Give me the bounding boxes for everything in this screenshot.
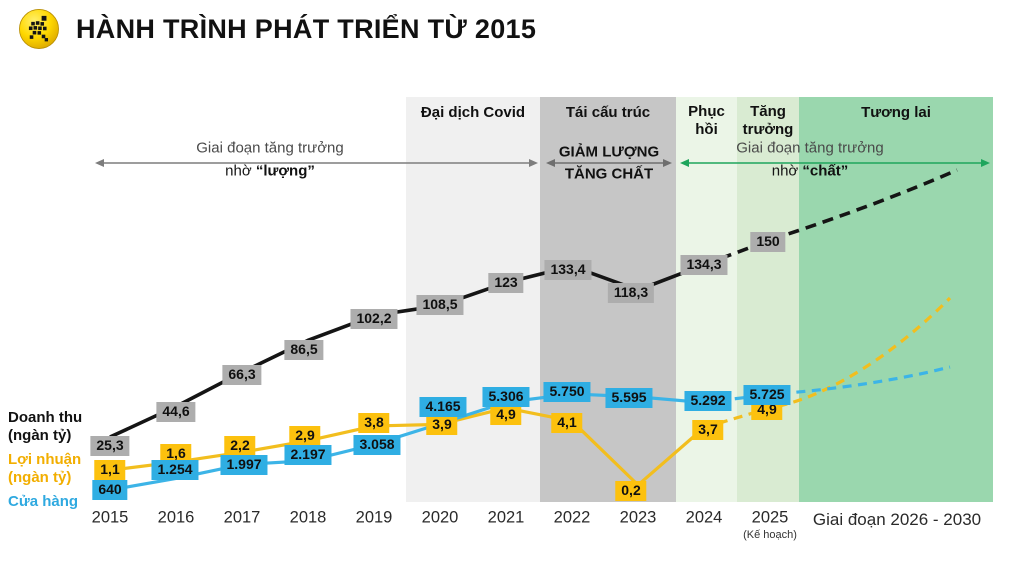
- legend-stores: Cửa hàng: [8, 493, 82, 511]
- annotation-3-line2: nhờ “chất”: [771, 162, 849, 180]
- axis-year-2021: 2021: [487, 508, 525, 527]
- axis-year-2022: 2022: [553, 508, 591, 527]
- data-label-series3-2023: 5.595: [605, 387, 653, 408]
- axis-future-range: Giai đoạn 2026 - 2030: [812, 510, 982, 529]
- phase-label-2: Tái cấu trúc: [565, 104, 651, 121]
- data-label-series1-2025: 150: [750, 232, 786, 252]
- data-label-series3-2019: 3.058: [353, 434, 401, 455]
- data-label-series2-2020: 3,9: [426, 415, 458, 436]
- data-label-series1-2024: 134,3: [680, 254, 728, 275]
- axis-year-2017: 2017: [223, 508, 261, 527]
- annotation-3-line1: Giai đoạn tăng trưởng: [736, 139, 884, 157]
- arrowhead-right-icon: [529, 159, 538, 167]
- data-label-series3-2016: 1.254: [151, 460, 199, 481]
- data-label-series3-2018: 2.197: [284, 444, 332, 465]
- legend-profit-label: Lợi nhuận: [8, 451, 82, 468]
- data-label-series2-2023: 0,2: [615, 481, 647, 502]
- arrowhead-left-icon: [680, 159, 689, 167]
- data-label-series1-2022: 133,4: [544, 260, 592, 281]
- data-label-series2-2021: 4,9: [490, 404, 522, 425]
- annotation-1-line1: Giai đoạn tăng trưởng: [196, 139, 344, 157]
- annotation-2-line2: TĂNG CHẤT: [564, 165, 654, 183]
- data-label-series2-2019: 3,8: [358, 412, 390, 433]
- legend-revenue-label: Doanh thu: [8, 409, 83, 426]
- legend-stores-label: Cửa hàng: [8, 493, 79, 510]
- data-label-series1-2019: 102,2: [350, 308, 398, 329]
- phase-band-5: [799, 97, 993, 502]
- arrowhead-right-icon: [981, 159, 990, 167]
- page-title: HÀNH TRÌNH PHÁT TRIỂN TỪ 2015: [76, 13, 537, 44]
- data-label-series1-2016: 44,6: [156, 401, 196, 422]
- data-label-series3-2015: 640: [92, 480, 128, 501]
- phase-label-1: Đại dịch Covid: [420, 104, 526, 121]
- axis-year-2018: 2018: [289, 508, 327, 527]
- data-label-series2-2018: 2,9: [289, 425, 321, 446]
- legend-revenue: Doanh thu (ngàn tỷ): [8, 409, 82, 445]
- axis-plan-note: (Kế hoạch): [743, 529, 797, 541]
- data-label-series3-2017: 1.997: [220, 454, 268, 475]
- phase-label-4: Tăng trưởng: [742, 103, 794, 138]
- chart-legend: Doanh thu (ngàn tỷ) Lợi nhuận (ngàn tỷ) Cử…: [8, 409, 82, 517]
- data-label-series1-2023: 118,3: [607, 283, 655, 304]
- arrowhead-left-icon: [546, 159, 555, 167]
- axis-year-2015: 2015: [91, 508, 129, 527]
- axis-year-2023: 2023: [619, 508, 657, 527]
- annotation-2-line1: GIẢM LƯỢNG: [558, 143, 660, 161]
- data-label-series1-2018: 86,5: [284, 340, 324, 361]
- line-solid-series-1: [109, 263, 705, 439]
- data-label-series1-2017: 66,3: [222, 365, 262, 386]
- data-label-series3-2021: 5.306: [482, 387, 530, 408]
- header: HÀNH TRÌNH PHÁT TRIỂN TỪ 2015: [18, 8, 536, 50]
- line-dashed-forecast-series-1: [703, 168, 958, 267]
- data-label-series2-2024: 3,7: [692, 419, 724, 440]
- data-label-series3-2022: 5.750: [543, 381, 591, 402]
- annotation-1-line2: nhờ “lượng”: [225, 162, 315, 180]
- data-label-series1-2015: 25,3: [90, 436, 130, 457]
- axis-year-2016: 2016: [157, 508, 195, 527]
- arrowhead-left-icon: [95, 159, 104, 167]
- data-label-series3-2025: 5.725: [743, 385, 791, 406]
- line-solid-series-3: [109, 392, 705, 492]
- phase-band-4: [737, 97, 799, 502]
- legend-revenue-unit: (ngàn tỷ): [8, 427, 72, 444]
- legend-profit-unit: (ngàn tỷ): [8, 469, 72, 486]
- axis-year-2019: 2019: [355, 508, 393, 527]
- data-label-series2-2022: 4,1: [551, 413, 583, 434]
- data-label-series2-2017: 2,2: [224, 436, 256, 457]
- data-label-series3-2020: 4.165: [419, 396, 467, 417]
- data-label-series1-2020: 108,5: [416, 294, 464, 315]
- arrowhead-right-icon: [663, 159, 672, 167]
- data-label-series2-2015: 1,1: [94, 460, 126, 481]
- axis-year-2025: 2025: [751, 508, 789, 527]
- logo-running-figure: [28, 15, 49, 42]
- legend-profit: Lợi nhuận (ngàn tỷ): [8, 451, 82, 487]
- axis-year-2024: 2024: [685, 508, 723, 527]
- line-solid-series-2: [109, 406, 706, 487]
- data-label-series2-2016: 1,6: [160, 444, 192, 465]
- data-label-series3-2024: 5.292: [684, 390, 732, 411]
- axis-year-2020: 2020: [421, 508, 459, 527]
- data-label-series1-2021: 123: [488, 272, 524, 293]
- phase-label-5: Tương lai: [861, 104, 931, 121]
- mwg-logo-icon: [19, 9, 59, 49]
- phase-label-3: Phục hồi: [688, 103, 725, 138]
